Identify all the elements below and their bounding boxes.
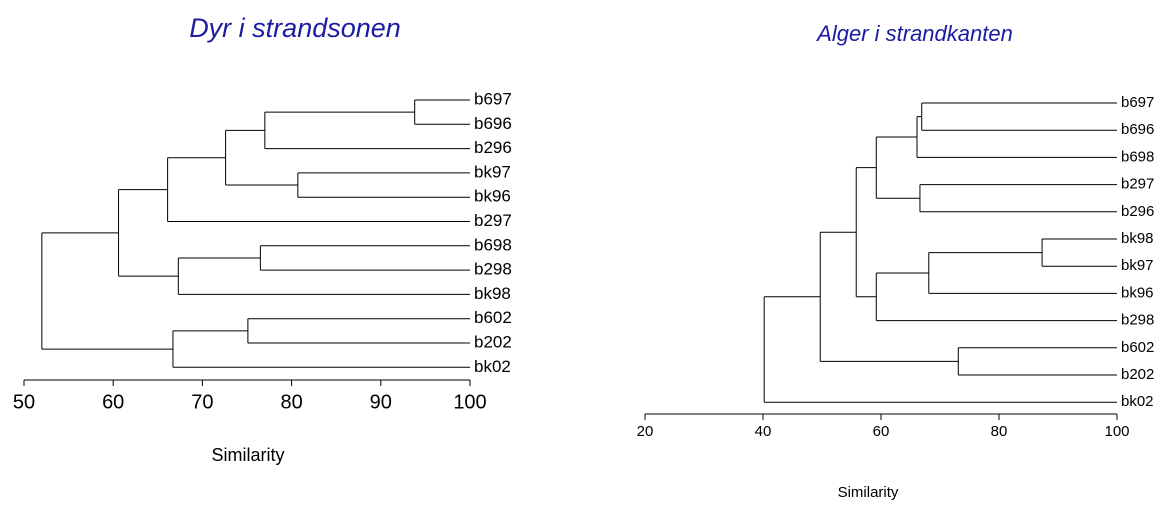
x-tick-label: 40 xyxy=(755,423,772,440)
x-axis-label: Similarity xyxy=(838,484,899,501)
leaf-label: b296 xyxy=(1121,203,1154,220)
leaf-label: b298 xyxy=(1121,312,1154,329)
leaf-label: b202 xyxy=(474,332,512,351)
x-tick-label: 70 xyxy=(191,391,213,413)
x-tick-label: 90 xyxy=(370,391,392,413)
leaf-label: b698 xyxy=(1121,148,1154,165)
x-tick-label: 60 xyxy=(873,423,890,440)
chart-title: Dyr i strandsonen xyxy=(189,13,401,43)
leaf-label: bk02 xyxy=(1121,393,1154,410)
x-tick-label: 80 xyxy=(991,423,1008,440)
leaf-label: b696 xyxy=(474,114,512,133)
leaf-label: b697 xyxy=(1121,94,1154,111)
leaf-label: bk98 xyxy=(474,284,511,303)
x-tick-label: 100 xyxy=(1104,423,1129,440)
leaf-label: b697 xyxy=(474,89,512,108)
leaf-label: b696 xyxy=(1121,121,1154,138)
leaf-label: bk96 xyxy=(1121,284,1154,301)
leaf-label: bk98 xyxy=(1121,230,1154,247)
leaf-label: b298 xyxy=(474,260,512,279)
x-axis-label: Similarity xyxy=(211,445,284,465)
x-tick-label: 60 xyxy=(102,391,124,413)
leaf-label: b297 xyxy=(1121,176,1154,193)
leaf-label: bk97 xyxy=(1121,257,1154,274)
chart-title: Alger i strandkanten xyxy=(815,21,1013,46)
x-tick-label: 100 xyxy=(453,391,486,413)
x-tick-label: 80 xyxy=(280,391,302,413)
leaf-label: bk97 xyxy=(474,162,511,181)
leaf-label: b202 xyxy=(1121,366,1154,383)
leaf-label: b602 xyxy=(474,308,512,327)
x-tick-label: 20 xyxy=(637,423,654,440)
x-tick-label: 50 xyxy=(13,391,35,413)
leaf-label: b698 xyxy=(474,235,512,254)
leaf-label: b602 xyxy=(1121,339,1154,356)
leaf-label: b297 xyxy=(474,211,512,230)
leaf-label: bk02 xyxy=(474,357,511,376)
leaf-label: b296 xyxy=(474,138,512,157)
leaf-label: bk96 xyxy=(474,187,511,206)
